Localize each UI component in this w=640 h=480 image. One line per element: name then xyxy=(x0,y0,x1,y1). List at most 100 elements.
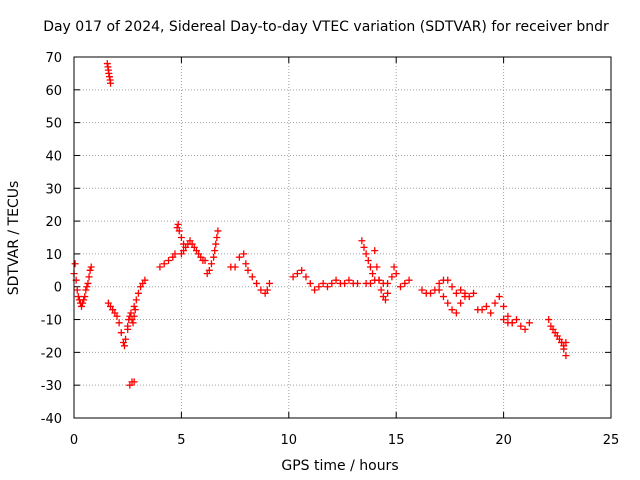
data-point xyxy=(562,339,570,347)
series-seg7 xyxy=(156,220,188,271)
data-point xyxy=(562,352,570,360)
data-point xyxy=(315,283,323,291)
data-point xyxy=(491,299,499,307)
data-point xyxy=(396,283,404,291)
data-point xyxy=(388,273,396,281)
data-point xyxy=(311,286,319,294)
data-point xyxy=(81,293,89,301)
data-point xyxy=(210,253,218,261)
y-tick-label: 70 xyxy=(45,51,62,66)
data-point xyxy=(78,302,86,310)
series-seg9 xyxy=(203,227,222,278)
data-point xyxy=(242,260,250,268)
y-tick-label: 30 xyxy=(45,182,62,197)
plot-frame xyxy=(73,56,612,419)
data-point xyxy=(87,263,95,271)
series-seg6 xyxy=(130,276,149,310)
data-point xyxy=(83,283,91,291)
series-seg15 xyxy=(435,286,469,317)
data-point xyxy=(461,293,469,301)
data-point xyxy=(177,234,185,241)
data-point xyxy=(401,279,409,287)
y-tick-label: 50 xyxy=(45,117,62,132)
data-points xyxy=(70,60,570,389)
data-point xyxy=(369,270,377,278)
data-point xyxy=(362,250,370,258)
data-point xyxy=(71,260,79,268)
data-point xyxy=(323,283,331,291)
data-point xyxy=(332,276,340,284)
data-point xyxy=(371,247,379,255)
data-point xyxy=(452,289,460,297)
data-point xyxy=(435,279,443,287)
data-point xyxy=(131,306,139,314)
series-seg13 xyxy=(362,263,413,291)
data-point xyxy=(328,279,336,287)
data-point xyxy=(248,273,256,281)
y-tick-label: -40 xyxy=(41,412,62,427)
data-point xyxy=(392,270,400,278)
data-point xyxy=(448,283,456,291)
data-point xyxy=(375,276,383,284)
data-point xyxy=(73,286,81,294)
data-point xyxy=(124,322,132,330)
data-point xyxy=(293,270,301,278)
data-point xyxy=(495,293,503,301)
data-point xyxy=(545,316,553,324)
data-point xyxy=(214,227,222,235)
data-point xyxy=(341,279,349,287)
series-seg4 xyxy=(124,306,139,330)
data-point xyxy=(373,263,381,271)
data-point xyxy=(418,286,426,294)
data-point xyxy=(439,293,447,301)
series-seg11 xyxy=(289,266,362,294)
data-point xyxy=(74,293,82,301)
data-point xyxy=(457,286,465,294)
data-point xyxy=(298,266,306,274)
data-point xyxy=(487,309,495,317)
grid-lines xyxy=(74,57,611,418)
data-point xyxy=(500,316,508,324)
data-point xyxy=(358,237,366,245)
series-seg8 xyxy=(177,237,209,264)
data-point xyxy=(405,276,413,284)
data-point xyxy=(212,240,220,248)
data-point xyxy=(390,263,398,271)
data-point xyxy=(160,260,168,268)
data-point xyxy=(86,266,94,274)
data-point xyxy=(79,299,87,307)
y-tick-label: 60 xyxy=(45,84,62,99)
data-point xyxy=(366,263,374,271)
data-point xyxy=(201,256,209,264)
data-point xyxy=(508,319,516,327)
data-point xyxy=(80,296,88,304)
data-point xyxy=(113,312,121,320)
data-point xyxy=(175,227,183,235)
y-tick-label: 10 xyxy=(45,248,62,263)
y-tick-label: 0 xyxy=(54,281,62,296)
data-point xyxy=(129,319,137,327)
data-point xyxy=(289,273,297,281)
x-tick-label: 20 xyxy=(495,433,512,448)
data-point xyxy=(117,329,125,337)
x-tick-label: 5 xyxy=(177,433,185,448)
data-point xyxy=(257,286,265,294)
y-tick-label: -20 xyxy=(41,346,62,361)
data-point xyxy=(130,312,138,320)
series-seg17 xyxy=(500,316,516,327)
data-point xyxy=(265,279,273,287)
data-point xyxy=(482,302,490,310)
y-tick-label: -10 xyxy=(41,314,62,329)
data-point xyxy=(107,79,115,87)
data-point xyxy=(435,286,443,294)
series-seg19 xyxy=(558,339,570,350)
data-point xyxy=(134,289,142,297)
axis-ticks: 0 5 10 15 20 25 -40 -30 -20 -10 0 10 20 30 40 50 60 70 xyxy=(41,51,620,448)
y-tick-label: 40 xyxy=(45,149,62,164)
data-point xyxy=(235,253,243,261)
data-point xyxy=(82,286,90,294)
data-point xyxy=(132,296,140,304)
data-point xyxy=(306,279,314,287)
